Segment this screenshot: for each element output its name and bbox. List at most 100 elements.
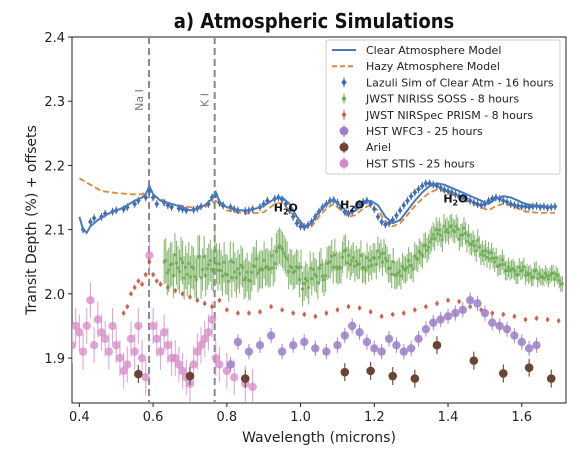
wfc3-point-marker: [355, 328, 364, 337]
lazuli-point-marker: [508, 200, 514, 207]
stis-point-marker: [163, 341, 173, 350]
nirspec-point-marker: [158, 282, 163, 287]
niriss-point-marker: [256, 271, 260, 275]
lazuli-point-marker: [394, 212, 399, 219]
niriss-point-marker: [413, 253, 417, 258]
niriss-point-marker: [343, 248, 348, 252]
wfc3-point-marker: [226, 360, 235, 369]
nirspec-point-marker: [180, 292, 185, 296]
y-tick-label: 2.2: [44, 159, 65, 174]
wfc3-point-marker: [495, 321, 504, 331]
lazuli-point-marker: [416, 186, 421, 193]
niriss-point-marker: [403, 268, 408, 272]
niriss-point-marker: [473, 244, 477, 248]
niriss-point-marker: [359, 253, 363, 258]
niriss-point-marker: [445, 227, 449, 232]
niriss-point-marker: [282, 251, 286, 255]
niriss-point-marker: [228, 259, 232, 263]
lazuli-point-marker: [132, 200, 138, 207]
wfc3-point-marker: [288, 341, 298, 350]
wfc3-point-marker: [377, 347, 386, 356]
niriss-point-marker: [339, 266, 343, 270]
nirspec-point-marker: [125, 304, 130, 309]
series-jwst-nirspec: [121, 259, 561, 324]
x-tick-label: 1.6: [511, 410, 532, 425]
niriss-point-marker: [333, 253, 337, 257]
wfc3-point-marker: [399, 347, 408, 356]
lazuli-point-marker: [453, 191, 458, 198]
stis-point-marker: [148, 321, 158, 331]
nirspec-point-marker: [368, 310, 373, 314]
stis-point-marker: [248, 382, 257, 392]
niriss-point-marker: [244, 276, 248, 280]
niriss-point-marker: [470, 242, 474, 247]
wfc3-point-marker: [340, 331, 350, 340]
ariel-point-marker: [469, 356, 479, 365]
niriss-point-marker: [383, 256, 388, 260]
lazuli-point-marker: [497, 195, 503, 202]
nirspec-point-marker: [291, 311, 295, 315]
nirspec-point-marker: [202, 301, 207, 306]
niriss-point-marker: [177, 269, 182, 274]
reference-line-label: K I: [199, 93, 212, 107]
niriss-point-marker: [171, 274, 175, 278]
ariel-point-marker: [524, 363, 534, 372]
y-tick-label: 1.9: [44, 352, 65, 367]
niriss-point-marker: [523, 274, 528, 278]
niriss-point-marker: [173, 253, 177, 257]
niriss-point-marker: [351, 256, 355, 260]
niriss-point-marker: [202, 255, 206, 259]
niriss-point-marker: [491, 256, 495, 260]
lazuli-point-marker: [423, 180, 429, 187]
niriss-point-marker: [370, 263, 374, 267]
legend-label: Hazy Atmosphere Model: [366, 60, 500, 73]
niriss-point-marker: [330, 254, 334, 258]
niriss-point-marker: [474, 249, 478, 253]
niriss-point-marker: [471, 239, 475, 244]
niriss-point-marker: [274, 249, 278, 253]
nirspec-point-marker: [457, 299, 461, 304]
niriss-point-marker: [357, 262, 361, 266]
legend-key: [341, 78, 347, 86]
niriss-point-marker: [365, 256, 369, 260]
wfc3-point-marker: [451, 308, 460, 318]
niriss-point-marker: [425, 248, 429, 252]
niriss-point-marker: [225, 273, 229, 277]
lazuli-point-marker: [464, 195, 469, 202]
niriss-point-marker: [528, 271, 532, 276]
lazuli-point-marker: [169, 204, 174, 211]
niriss-point-marker: [174, 261, 179, 265]
nirspec-point-marker: [435, 301, 439, 306]
niriss-point-marker: [494, 256, 498, 260]
niriss-point-marker: [248, 279, 252, 283]
stis-point-marker: [89, 341, 99, 350]
niriss-point-marker: [400, 264, 405, 269]
nirspec-point-marker: [225, 308, 229, 312]
h2o-annotation: H2O: [274, 202, 298, 217]
niriss-point-marker: [486, 250, 491, 254]
niriss-point-marker: [345, 260, 349, 265]
niriss-point-marker: [353, 264, 357, 268]
x-tick-label: 0.4: [69, 410, 90, 425]
lazuli-point-marker: [504, 199, 510, 206]
lazuli-point-marker: [91, 215, 97, 222]
legend-label: HST WFC3 - 25 hours: [366, 125, 483, 138]
reference-line-label: Na I: [133, 89, 146, 111]
niriss-point-marker: [553, 277, 557, 281]
niriss-point-marker: [310, 277, 314, 281]
niriss-point-marker: [511, 266, 515, 271]
wfc3-point-marker: [421, 324, 431, 334]
niriss-point-marker: [505, 268, 509, 273]
stis-point-marker: [159, 328, 169, 337]
legend-label: Clear Atmosphere Model: [366, 44, 501, 57]
niriss-point-marker: [303, 277, 308, 281]
annot-part: H: [443, 193, 452, 206]
niriss-point-marker: [217, 262, 222, 266]
y-tick-label: 2.1: [44, 224, 65, 239]
nirspec-point-marker: [140, 282, 144, 287]
niriss-point-marker: [488, 257, 492, 261]
lazuli-point-marker: [327, 197, 333, 204]
nirspec-point-marker: [136, 279, 141, 283]
niriss-point-marker: [200, 267, 205, 272]
stis-point-marker: [171, 353, 180, 363]
